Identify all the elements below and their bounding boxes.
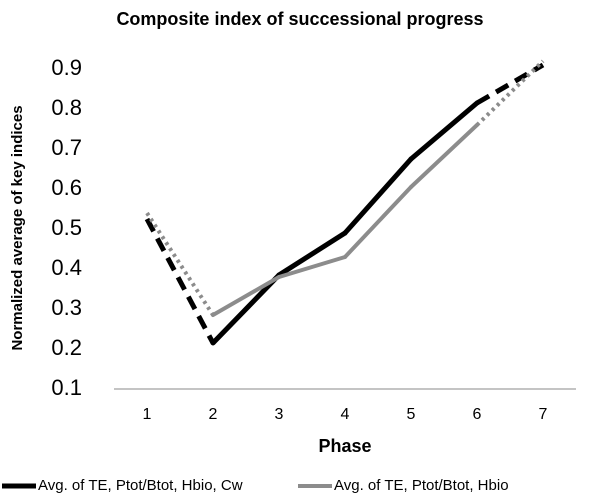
x-tick-label: 7 (539, 406, 548, 423)
y-axis-label: Normalized average of key indices (9, 105, 26, 350)
legend-label: Avg. of TE, Ptot/Btot, Hbio (334, 477, 509, 494)
series-line (277, 255, 347, 279)
y-tick-label: 0.1 (51, 375, 82, 400)
series-line (210, 272, 282, 346)
y-tick-label: 0.2 (51, 335, 82, 360)
x-tick-label: 5 (407, 406, 416, 423)
x-tick-label: 1 (143, 406, 152, 423)
chart-title: Composite index of successional progress (116, 9, 483, 29)
y-tick-label: 0.9 (51, 55, 82, 80)
x-tick-label: 4 (341, 406, 350, 423)
x-tick-label: 6 (473, 406, 482, 423)
x-tick-label: 2 (209, 406, 218, 423)
y-tick-label: 0.8 (51, 95, 82, 120)
x-tick-label: 3 (275, 406, 284, 423)
series-line (276, 230, 348, 278)
y-tick-label: 0.4 (51, 255, 82, 280)
y-tick-label: 0.6 (51, 175, 82, 200)
series-line (144, 217, 216, 345)
series-line (145, 211, 215, 317)
series-line (343, 185, 413, 259)
y-tick-label: 0.5 (51, 215, 82, 240)
series-line (475, 59, 545, 127)
legend-label: Avg. of TE, Ptot/Btot, Hbio, Cw (38, 477, 243, 494)
series-line (342, 156, 414, 236)
series-line (211, 275, 281, 317)
x-axis-label: Phase (318, 436, 371, 456)
series-line (409, 123, 479, 189)
series-line (408, 100, 480, 162)
y-tick-label: 0.3 (51, 295, 82, 320)
series-line (475, 62, 545, 106)
y-tick-label: 0.7 (51, 135, 82, 160)
